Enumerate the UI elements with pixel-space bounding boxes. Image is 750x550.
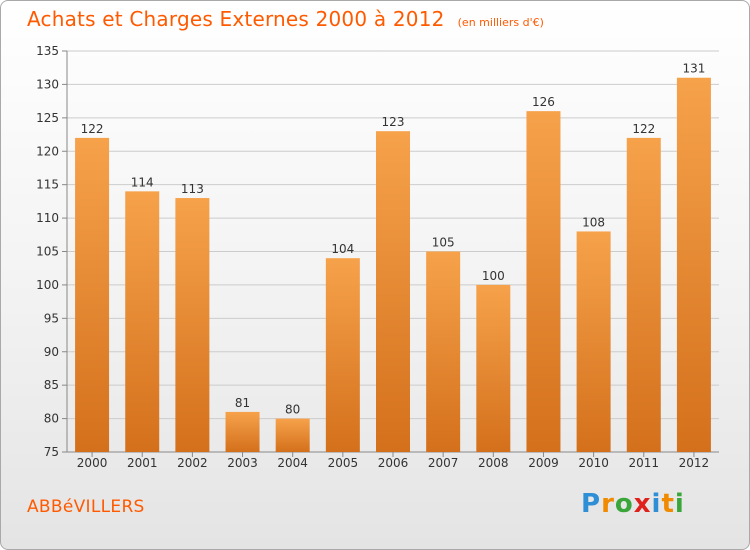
- x-tick-label: 2001: [127, 456, 158, 470]
- y-tick-label: 120: [36, 144, 59, 158]
- y-tick-label: 85: [44, 378, 59, 392]
- bars: [75, 77, 711, 453]
- y-tick-label: 100: [36, 278, 59, 292]
- x-tick-label: 2006: [378, 456, 409, 470]
- bar: [426, 251, 461, 452]
- bar-value-label: 105: [432, 236, 455, 250]
- bar-value-label: 100: [482, 269, 505, 283]
- x-tick-label: 2002: [177, 456, 208, 470]
- x-tick-label: 2000: [77, 456, 108, 470]
- bar: [275, 418, 310, 452]
- bar-value-label: 80: [285, 403, 300, 417]
- bar: [576, 231, 611, 452]
- y-tick-label: 135: [36, 44, 59, 58]
- y-tick-label: 80: [44, 412, 59, 426]
- logo-letter: o: [614, 489, 634, 519]
- x-tick-label: 2012: [679, 456, 710, 470]
- bar-value-label: 108: [582, 215, 605, 229]
- bar: [376, 131, 410, 452]
- y-tick-label: 90: [44, 345, 59, 359]
- y-tick-label: 75: [44, 445, 59, 459]
- bar: [526, 111, 561, 453]
- logo-letter: t: [661, 489, 675, 519]
- bar: [225, 411, 260, 452]
- x-tick-label: 2011: [628, 456, 659, 470]
- bar-value-label: 122: [81, 122, 104, 136]
- logo-letter: P: [581, 489, 602, 519]
- bar: [626, 137, 661, 452]
- x-tick-label: 2009: [528, 456, 559, 470]
- logo-letter: i: [651, 489, 662, 519]
- chart-title-main: Achats et Charges Externes 2000 à 2012: [27, 7, 445, 31]
- town-name: ABBéVILLERS: [27, 497, 145, 517]
- bar-value-label: 104: [331, 242, 354, 256]
- y-tick-label: 95: [44, 311, 59, 325]
- bar: [75, 137, 110, 452]
- x-tick-label: 2010: [578, 456, 609, 470]
- y-tick-label: 115: [36, 178, 59, 192]
- x-tick-label: 2008: [478, 456, 509, 470]
- x-tick-label: 2007: [428, 456, 459, 470]
- proxiti-logo[interactable]: Proxiti: [581, 489, 685, 519]
- bar-value-label: 113: [181, 182, 204, 196]
- y-tick-label: 105: [36, 245, 59, 259]
- logo-letter: x: [633, 489, 652, 519]
- bar-value-label: 126: [532, 95, 555, 109]
- bar-value-label: 114: [131, 175, 154, 189]
- bar-value-label: 123: [382, 115, 405, 129]
- x-tick-label: 2003: [227, 456, 258, 470]
- bar: [175, 198, 210, 452]
- bar: [676, 77, 711, 452]
- x-tick-label: 2004: [277, 456, 308, 470]
- bar: [125, 191, 160, 452]
- logo-letter: i: [674, 489, 685, 519]
- bar: [325, 258, 360, 452]
- labels: 75 80 85 90 95 100 105 110 115 120 125 130 135 122 200…: [36, 44, 709, 470]
- chart-title: Achats et Charges Externes 2000 à 2012 (…: [27, 7, 544, 31]
- bar-value-label: 81: [235, 396, 250, 410]
- y-tick-label: 125: [36, 111, 59, 125]
- bar-value-label: 122: [632, 122, 655, 136]
- y-tick-label: 130: [36, 77, 59, 91]
- chart-title-unit: (en milliers d'€): [457, 16, 544, 29]
- bar-value-label: 131: [682, 62, 705, 76]
- bar: [476, 284, 511, 452]
- y-tick-label: 110: [36, 211, 59, 225]
- logo-letter: r: [601, 489, 615, 519]
- x-tick-label: 2005: [328, 456, 359, 470]
